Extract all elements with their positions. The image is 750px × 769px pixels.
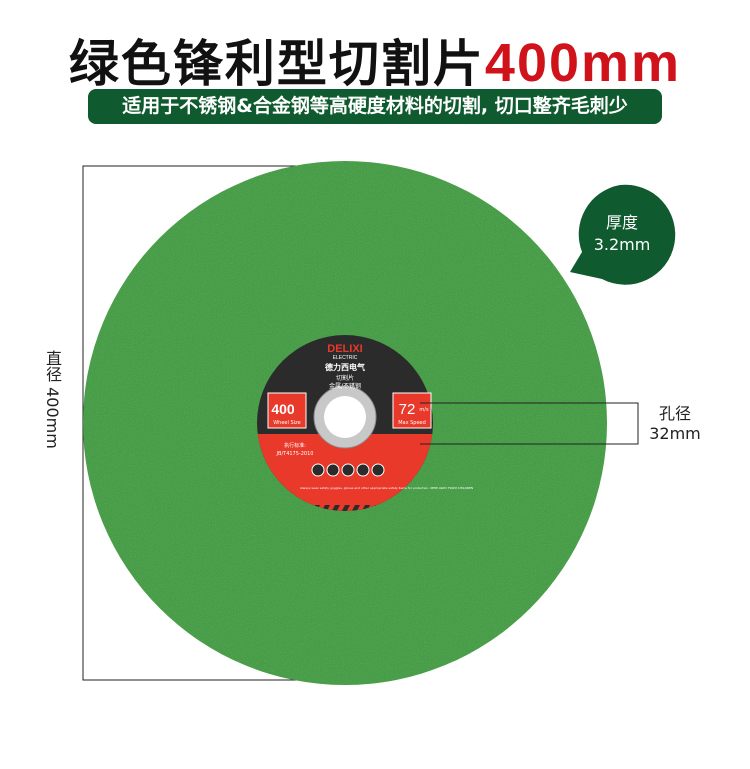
max-speed-caption: Max Speed (398, 420, 426, 426)
safety-icons (311, 463, 385, 477)
bore-dimension-line (420, 402, 639, 445)
material: 金属/不锈钢 (329, 382, 361, 390)
bore-label: 孔径 (658, 404, 691, 423)
wheel-size-caption: Wheel Size (273, 420, 301, 426)
wheel-size-value: 400 (271, 401, 295, 417)
bore-value: 32mm (649, 424, 701, 443)
diameter-label: 直径 400mm (43, 350, 62, 449)
thickness-value: 3.2mm (593, 235, 651, 254)
wheel-size-badge (267, 392, 307, 429)
bore-label-group: 孔径 32mm (645, 404, 705, 444)
page-title: 绿色锋利型切割片400mm (0, 24, 750, 96)
max-speed-value: 72 (399, 401, 416, 418)
center-bore (324, 396, 366, 438)
thickness-label: 厚度 (605, 213, 638, 232)
thickness-bubble (570, 184, 676, 285)
max-speed-badge (392, 392, 432, 429)
subtitle-banner: 适用于不锈钢&合金钢等高硬度材料的切割, 切口整齐毛刺少 (88, 89, 662, 124)
brand-cn: 德力西电气 (325, 362, 365, 372)
speed-unit: m/s (419, 407, 429, 413)
brand-sub: ELECTRIC (333, 355, 358, 361)
brand-logo: DELIXI (327, 343, 362, 355)
thickness-text: 厚度 3.2mm (582, 212, 662, 256)
safety-warning: Always wear safety goggles, gloves and o… (300, 486, 473, 490)
standard-code: JB/T4175-2010 (276, 451, 314, 457)
title-size: 400mm (484, 33, 682, 93)
standard-label: 执行标准: (284, 442, 306, 449)
title-text: 绿色锋利型切割片 (68, 35, 485, 93)
product-name: 切割片 (336, 374, 354, 382)
